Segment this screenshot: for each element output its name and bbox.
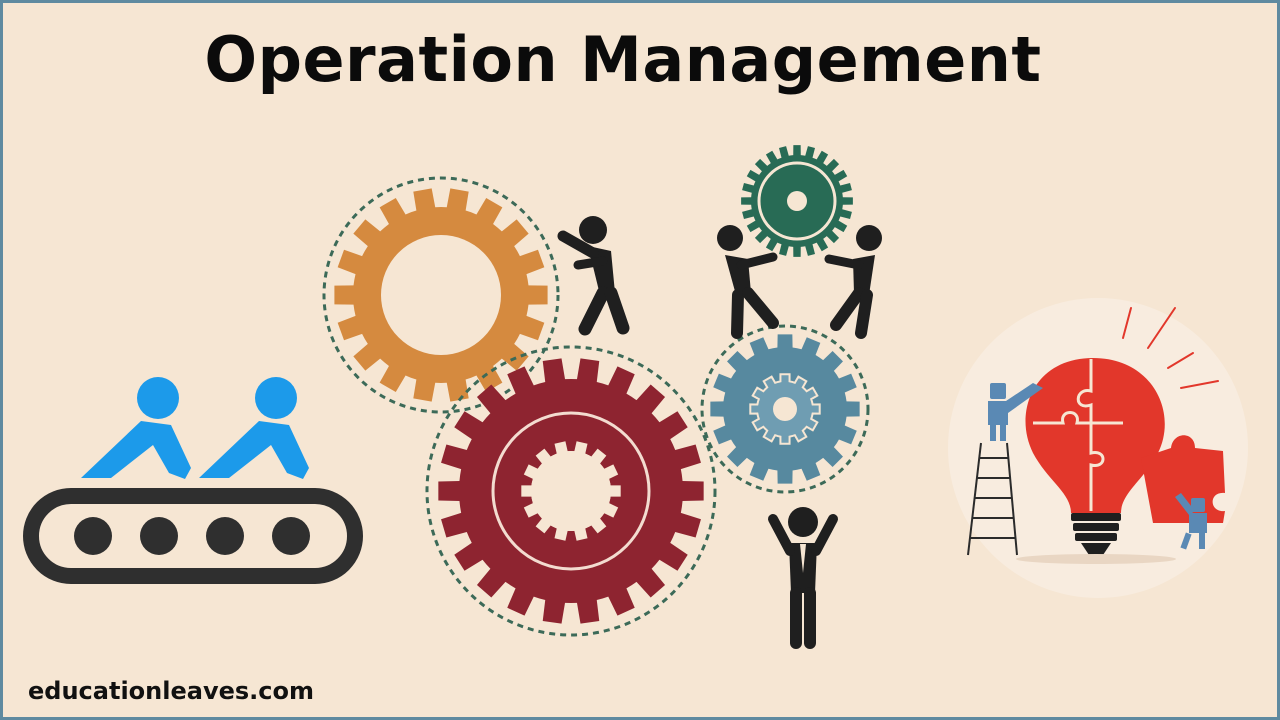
gear-blue-hole	[773, 397, 797, 421]
green-gear-icon	[741, 145, 853, 257]
person-lifting-right-icon	[824, 225, 882, 339]
page-title: Operation Management	[204, 23, 1042, 96]
person-celebrating-icon	[768, 507, 838, 649]
person-lifting-left-icon	[717, 225, 779, 339]
gear-red-hole	[531, 451, 611, 531]
lightbulb-puzzle-icon	[948, 298, 1248, 598]
conveyor-workers-icon	[23, 377, 363, 584]
blue-gear-icon	[700, 324, 870, 494]
red-gear-icon	[425, 345, 717, 637]
gear-green-hole	[787, 191, 807, 211]
illustration	[23, 145, 1248, 649]
person-pushing-icon	[557, 216, 630, 336]
gear-orange-hole	[381, 235, 501, 355]
site-url: educationleaves.com	[28, 677, 314, 705]
orange-gear-icon	[322, 176, 560, 414]
